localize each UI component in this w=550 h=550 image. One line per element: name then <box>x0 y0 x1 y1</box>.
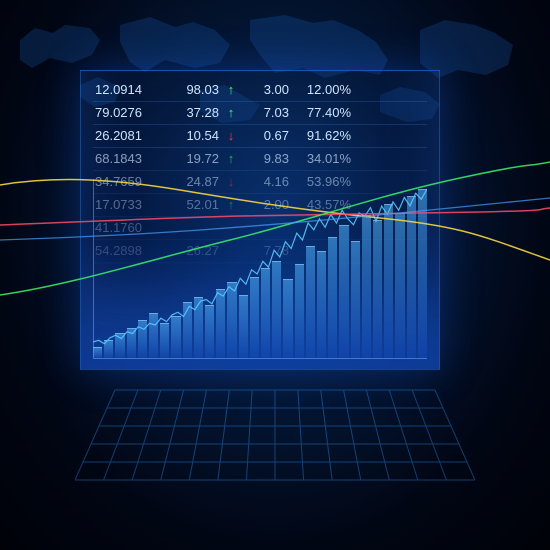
cell-price1: 68.1843 <box>93 148 165 170</box>
cell-price1: 79.0276 <box>93 102 165 124</box>
direction-arrow-icon: ↓ <box>221 125 241 147</box>
cell-percent: 12.00% <box>291 79 353 101</box>
bar-line-chart <box>93 179 427 359</box>
direction-arrow-icon: ↑ <box>221 79 241 101</box>
cell-price2: 37.28 <box>165 102 221 124</box>
cell-change: 9.83 <box>241 148 291 170</box>
table-row: 79.027637.28↑7.0377.40% <box>93 102 427 125</box>
cell-price1: 26.2081 <box>93 125 165 147</box>
cell-percent: 77.40% <box>291 102 353 124</box>
table-row: 26.208110.54↓0.6791.62% <box>93 125 427 148</box>
cell-percent: 34.01% <box>291 148 353 170</box>
cell-change: 0.67 <box>241 125 291 147</box>
direction-arrow-icon: ↑ <box>221 148 241 170</box>
direction-arrow-icon: ↑ <box>221 102 241 124</box>
cell-price1: 12.0914 <box>93 79 165 101</box>
table-row: 68.184319.72↑9.8334.01% <box>93 148 427 171</box>
keyboard-wireframe <box>75 380 475 490</box>
cell-change: 7.03 <box>241 102 291 124</box>
table-row: 12.091498.03↑3.0012.00% <box>93 79 427 102</box>
cell-price2: 10.54 <box>165 125 221 147</box>
cell-price2: 98.03 <box>165 79 221 101</box>
holo-screen: 12.091498.03↑3.0012.00%79.027637.28↑7.03… <box>80 70 440 370</box>
cell-change: 3.00 <box>241 79 291 101</box>
cell-percent: 91.62% <box>291 125 353 147</box>
cell-price2: 19.72 <box>165 148 221 170</box>
